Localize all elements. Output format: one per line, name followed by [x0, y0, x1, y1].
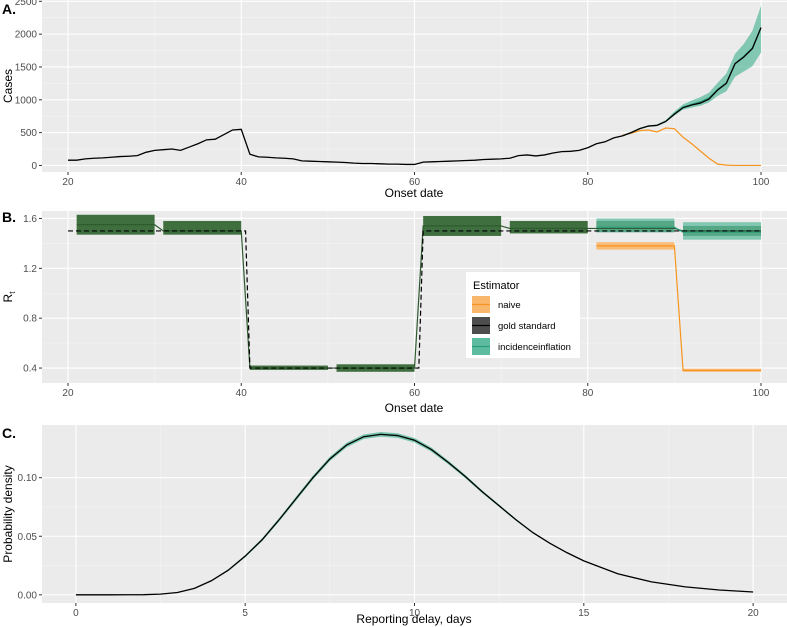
x-tick-label: 80: [582, 177, 594, 188]
panel-c-gridlines: [42, 425, 787, 603]
panel-a-inflation-band: [622, 5, 762, 137]
panel-c-tag: C.: [2, 425, 16, 441]
x-tick-label: 20: [62, 388, 74, 399]
panel-a-series-lines: [67, 27, 762, 167]
inflation-ci-band: [622, 5, 762, 137]
x-tick-label: 10: [409, 608, 421, 619]
x-tick-label: 60: [409, 177, 421, 188]
panel-c-x-title: Reporting delay, days: [356, 612, 471, 626]
panel-b-x-ticks: 20 40 60 80 100: [62, 383, 770, 399]
y-tick-label: 0.00: [18, 590, 38, 601]
panel-b-tag: B.: [2, 209, 16, 225]
y-tick-label: 0.8: [23, 314, 37, 325]
panel-a-y-title: Cases: [1, 69, 15, 103]
x-tick-label: 5: [242, 608, 248, 619]
panel-b-y-title-sub: t: [8, 291, 17, 294]
x-tick-label: 60: [409, 388, 421, 399]
panel-a-x-title: Onset date: [385, 186, 444, 200]
y-tick-label: 500: [20, 128, 37, 139]
x-tick-label: 40: [236, 388, 248, 399]
x-tick-label: 80: [582, 388, 594, 399]
panel-b-estimate-lines: [76, 224, 762, 372]
panel-c-density-line: [75, 433, 754, 596]
x-tick-label: 20: [62, 177, 74, 188]
ci-band-gold-standard: [163, 220, 242, 235]
legend-label-gold-standard: gold standard: [498, 321, 556, 332]
y-tick-label: 2500: [15, 0, 38, 8]
legend-label-naive: naive: [498, 300, 521, 311]
y-tick-label: 0: [31, 161, 37, 172]
x-tick-label: 0: [73, 608, 79, 619]
panel-b-y-title: Rt: [1, 291, 17, 303]
panel-a-cases-chart: A. 20 40 60 80 100 0 500 1000 1500 2000 2500 Onse…: [1, 0, 787, 200]
y-tick-label: 1000: [15, 95, 38, 106]
legend: Estimator naive gold standard incidencei…: [466, 272, 580, 358]
legend-item-naive: naive: [472, 296, 521, 313]
density-line-gold-standard: [75, 433, 754, 596]
x-tick-label: 100: [753, 177, 770, 188]
panel-b-rt-chart: B. 20 40 60 80 100 0.4 0.8 1.2 1.6 Onset date R…: [1, 209, 787, 415]
panel-c-y-ticks: 0.00 0.05 0.10: [18, 473, 42, 601]
legend-title: Estimator: [473, 280, 520, 292]
x-tick-label: 40: [236, 177, 248, 188]
panel-c-x-ticks: 0 5 10 15 20: [73, 603, 759, 619]
ci-band-incidenceinflation: [596, 218, 675, 233]
y-tick-label: 1.2: [23, 264, 37, 275]
panel-b-true-rt-dashed: [67, 230, 762, 369]
legend-item-gold-standard: gold standard: [472, 317, 556, 334]
y-tick-label: 0.05: [18, 532, 38, 543]
panel-a-y-ticks: 0 500 1000 1500 2000 2500: [15, 0, 42, 172]
x-tick-label: 15: [578, 608, 590, 619]
panel-c-y-title: Probability density: [1, 465, 15, 562]
legend-label-incidenceinflation: incidenceinflation: [498, 342, 571, 353]
series-line-naive: [622, 127, 762, 167]
estimate-line-incidenceinflation: [596, 226, 762, 233]
panel-b-y-title-main: R: [1, 293, 15, 302]
true-rt-line: [67, 230, 762, 369]
estimate-line-gold-standard: [76, 224, 762, 369]
y-tick-label: 2000: [15, 30, 38, 41]
estimate-line-naive: [596, 245, 762, 372]
panel-b-y-ticks: 0.4 0.8 1.2 1.6: [23, 214, 42, 375]
legend-item-incidenceinflation: incidenceinflation: [472, 338, 571, 355]
x-tick-label: 20: [748, 608, 760, 619]
series-line-gold-standard: [67, 27, 762, 166]
y-tick-label: 0.10: [18, 473, 38, 484]
panel-c-delay-chart: C. 0 5 10 15 20 0.00 0.05 0.10 Reporting delay…: [1, 425, 787, 626]
panel-a-gridlines: [42, 0, 787, 172]
panel-b-x-title: Onset date: [385, 401, 444, 415]
y-tick-label: 1.6: [23, 214, 37, 225]
ci-band-gold-standard: [509, 220, 588, 234]
panel-a-x-ticks: 20 40 60 80 100: [62, 172, 770, 188]
x-tick-label: 100: [753, 388, 770, 399]
y-tick-label: 1500: [15, 62, 38, 73]
panel-a-tag: A.: [2, 1, 16, 17]
y-tick-label: 0.4: [23, 364, 37, 375]
